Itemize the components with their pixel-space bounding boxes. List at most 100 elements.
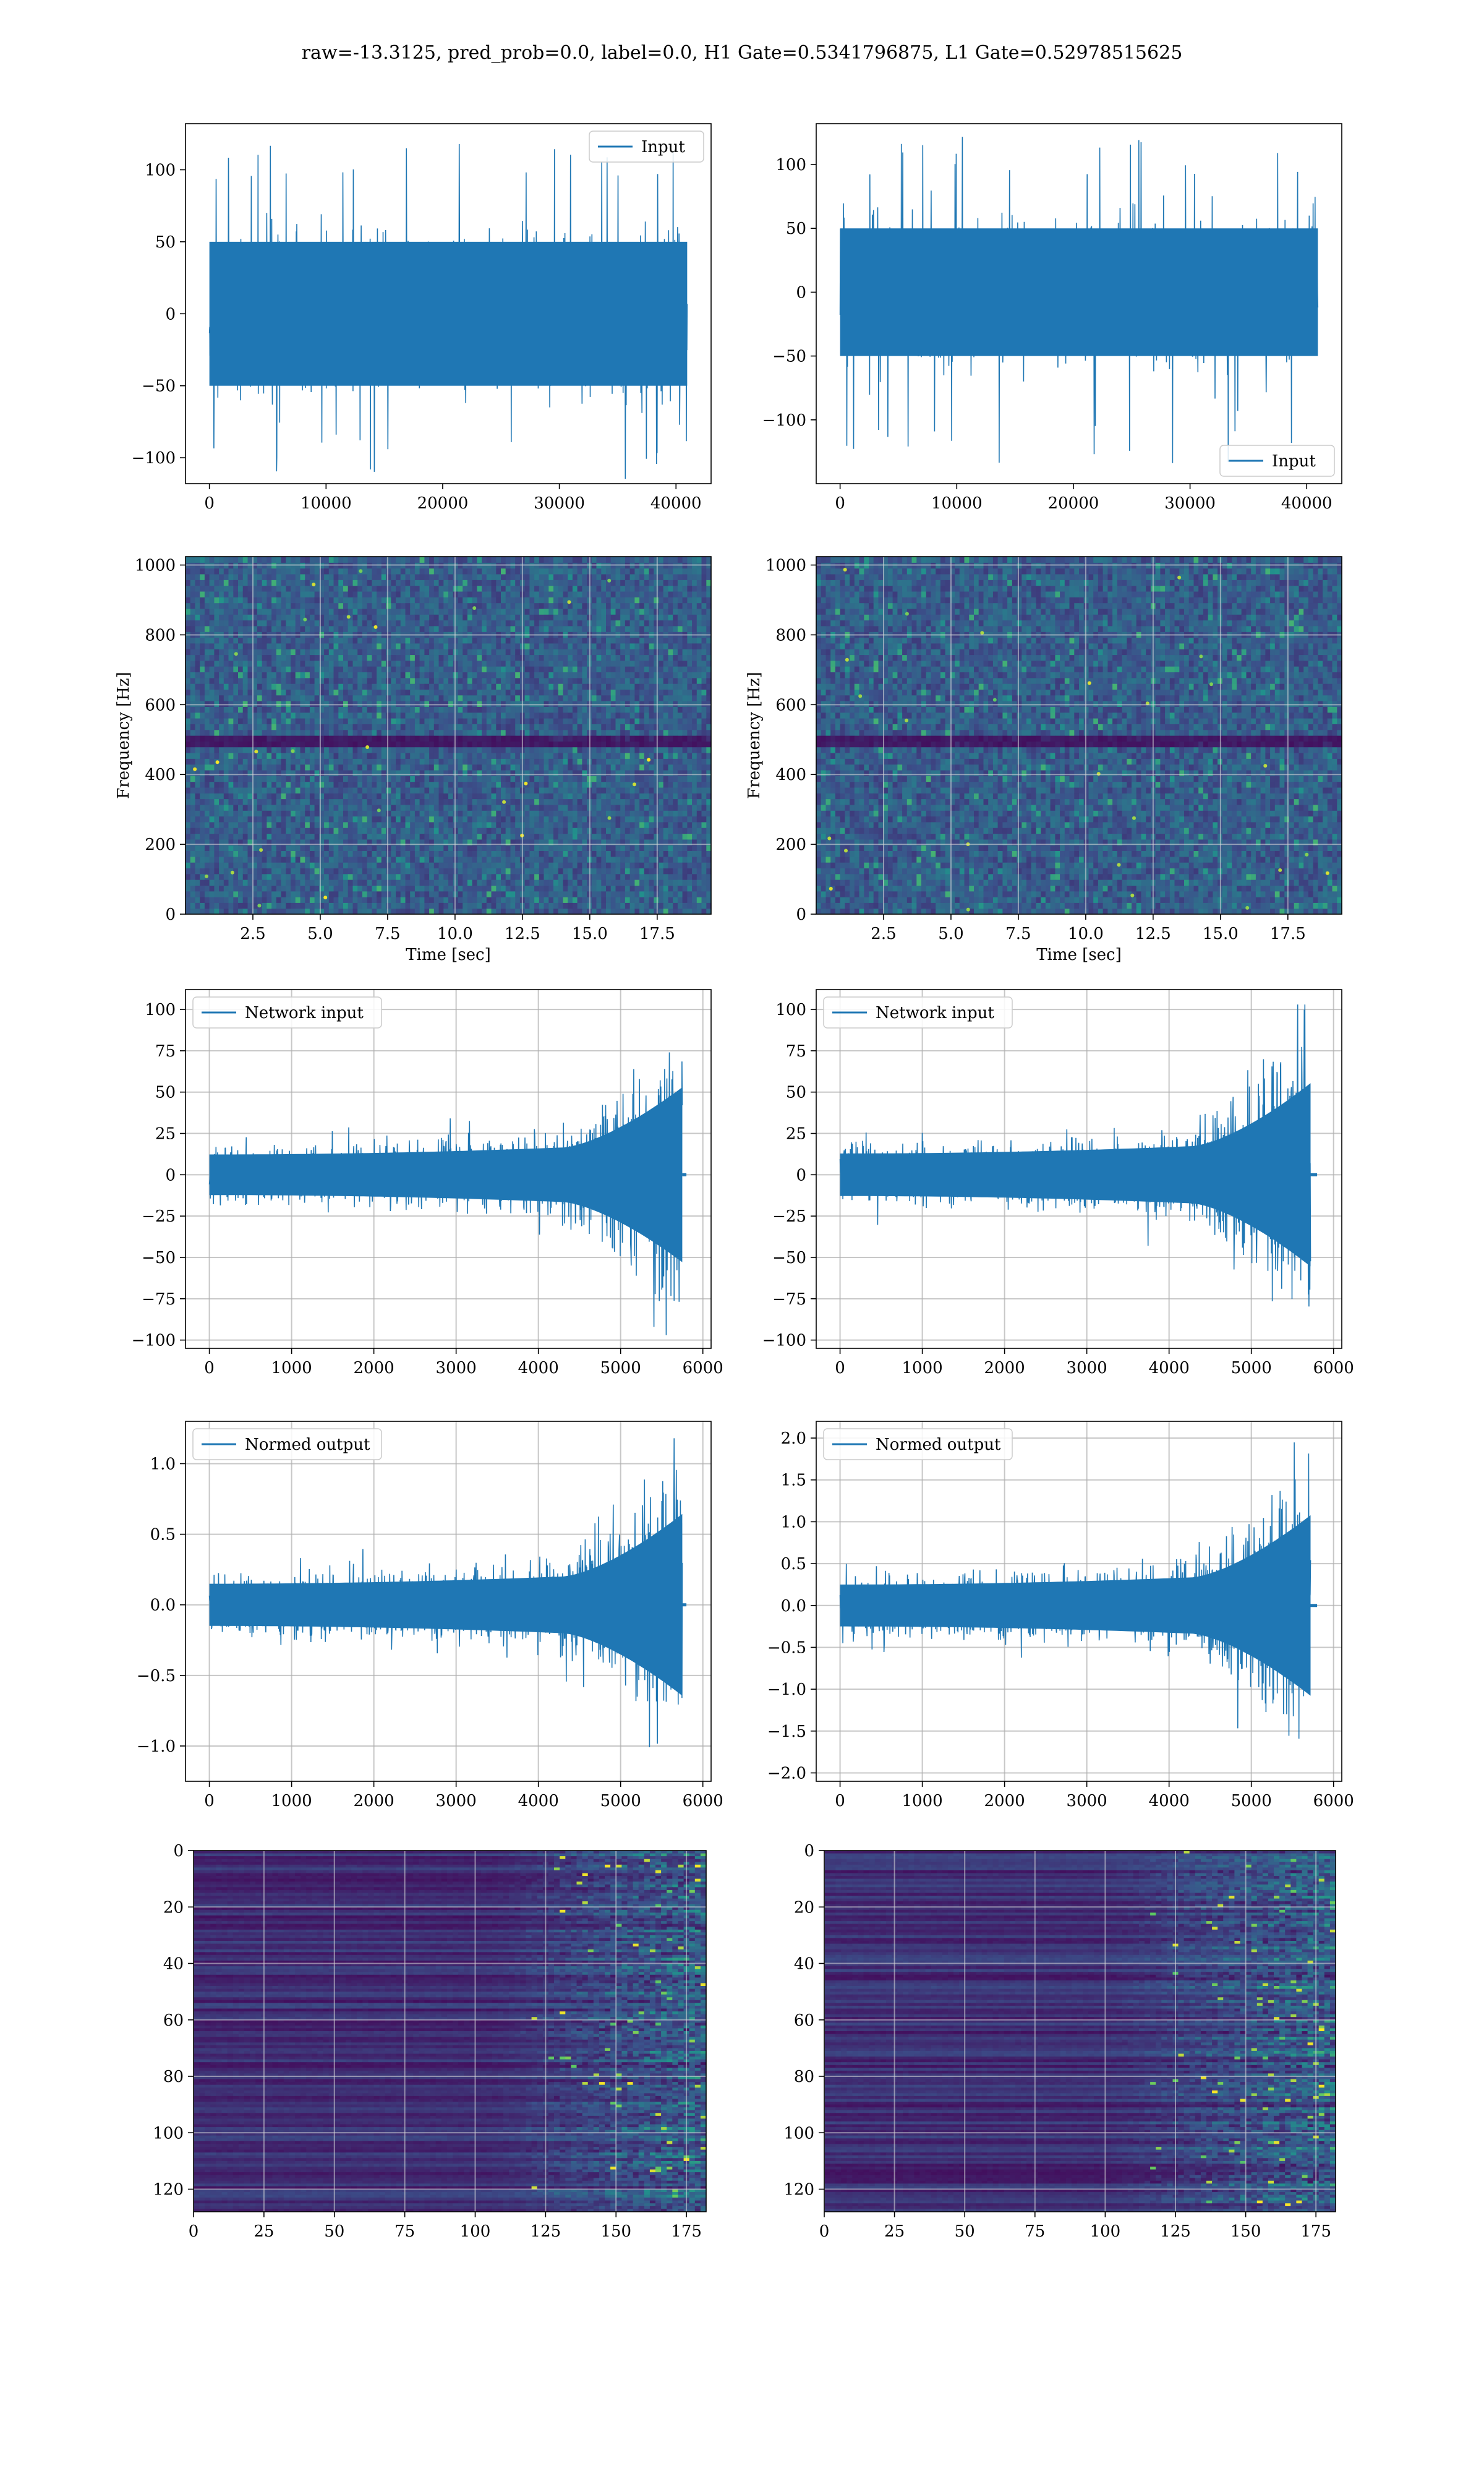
- spectrogram-cell: [271, 758, 277, 765]
- spectrogram-cell: [510, 880, 516, 886]
- spectrogram-cell: [233, 597, 239, 604]
- spectrogram-cell: [534, 712, 540, 719]
- spectrogram-cell: [433, 574, 440, 580]
- spectrogram-cell: [377, 873, 382, 880]
- spectrogram-cell: [267, 908, 272, 914]
- spectrogram-cell: [333, 856, 339, 863]
- spectrogram-cell: [510, 712, 516, 719]
- spectrogram-cell: [190, 625, 195, 632]
- spectrogram-cell: [410, 718, 416, 724]
- x-tick-label: 20000: [1048, 494, 1099, 513]
- spectrogram-cell: [448, 821, 454, 828]
- spectrogram-cell: [247, 885, 253, 892]
- spectrogram-cell: [410, 781, 416, 788]
- spectrogram-cell: [195, 781, 200, 788]
- spectrogram-cell: [381, 769, 387, 776]
- spectrogram-cell: [305, 724, 310, 730]
- spectrogram-cell: [190, 712, 195, 719]
- spectrogram-cell: [319, 753, 325, 759]
- spectrogram-cell: [276, 868, 282, 875]
- spectrogram-cell: [295, 620, 301, 627]
- spectrogram-cell: [400, 747, 406, 753]
- spectrogram-cell: [348, 701, 353, 707]
- spectrogram-cell: [438, 885, 444, 892]
- spectrogram-cell: [529, 833, 535, 840]
- spectrogram-cell: [472, 891, 477, 897]
- spectrogram-cell: [458, 666, 463, 672]
- spectrogram-cell: [300, 776, 305, 782]
- spectrogram-cell: [352, 683, 358, 690]
- spectrogram-cell: [515, 625, 521, 632]
- spectrogram-cell: [510, 724, 516, 730]
- spectrogram-cell: [414, 672, 420, 678]
- spectrogram-cell: [195, 776, 200, 782]
- spectrogram-cell: [343, 724, 349, 730]
- spectrogram-cell: [463, 764, 468, 771]
- spectrogram-cell: [438, 701, 444, 707]
- spectrogram-cell: [338, 804, 344, 811]
- spectrogram-cell: [505, 741, 511, 748]
- spectrogram-cell: [381, 735, 387, 742]
- spectrogram-cell: [486, 637, 492, 644]
- spectrogram-cell: [410, 821, 416, 828]
- spectrogram-cell: [463, 908, 468, 914]
- spectrogram-cell: [309, 643, 315, 649]
- spectrogram-cell: [429, 764, 435, 771]
- spectrogram-cell: [467, 828, 473, 834]
- spectrogram-cell: [242, 643, 248, 649]
- spectrogram-cell: [463, 747, 468, 753]
- spectrogram-cell: [276, 660, 282, 667]
- spectrogram-cell: [338, 862, 344, 868]
- spectrogram-cell: [233, 839, 239, 845]
- spectrogram-cell: [463, 654, 468, 661]
- spectrogram-cell: [328, 902, 335, 909]
- spectrogram-cell: [242, 758, 248, 765]
- spectrogram-cell: [319, 885, 325, 892]
- spectrogram-cell: [314, 585, 320, 592]
- spectrogram-cell: [357, 828, 363, 834]
- spectrogram-cell: [195, 885, 200, 892]
- spectrogram-cell: [219, 735, 224, 742]
- spectrogram-cell: [477, 868, 482, 875]
- spectrogram-cell: [343, 839, 349, 845]
- spectrogram-cell: [238, 677, 244, 684]
- spectrogram-cell: [467, 845, 473, 851]
- spectrogram-cell: [314, 597, 320, 604]
- spectrogram-cell: [505, 591, 511, 597]
- spectrogram-cell: [424, 798, 430, 805]
- spectrogram-cell: [362, 608, 368, 615]
- spectrogram-cell: [563, 741, 568, 748]
- spectrogram-cell: [477, 821, 482, 828]
- spectrogram-cell: [396, 712, 401, 719]
- spectrogram-cell: [539, 897, 545, 903]
- spectrogram-cell: [333, 689, 339, 696]
- spectrogram-cell: [252, 689, 258, 696]
- spectrogram-cell: [558, 741, 563, 748]
- spectrogram-cell: [209, 608, 215, 615]
- spectrogram-cell: [515, 908, 521, 914]
- spectrogram-cell: [553, 776, 559, 782]
- spectrogram-cell: [515, 712, 521, 719]
- spectrogram-cell: [443, 897, 449, 903]
- spectrogram-cell: [381, 902, 387, 909]
- spectrogram-cell: [496, 585, 501, 592]
- spectrogram-cell: [396, 695, 401, 701]
- spectrogram-cell: [352, 677, 358, 684]
- spectrogram-cell: [510, 908, 516, 914]
- spectrogram-cell: [438, 602, 444, 609]
- spectrogram-cell: [186, 758, 191, 765]
- spectrogram-cell: [544, 625, 549, 632]
- spectrogram-cell: [419, 718, 425, 724]
- spectrogram-cell: [405, 764, 411, 771]
- spectrogram-cell: [200, 764, 205, 771]
- spectrogram-cell: [295, 637, 301, 644]
- spectrogram-cell: [333, 557, 339, 563]
- spectrogram-cell: [414, 729, 420, 736]
- spectrogram-cell: [281, 672, 286, 678]
- spectrogram-cell: [553, 821, 559, 828]
- spectrogram-cell: [204, 764, 210, 771]
- spectrogram-cell: [367, 850, 372, 857]
- spectrogram-cell: [458, 701, 463, 707]
- spectrogram-cell: [424, 718, 430, 724]
- spectrogram-cell: [505, 580, 511, 586]
